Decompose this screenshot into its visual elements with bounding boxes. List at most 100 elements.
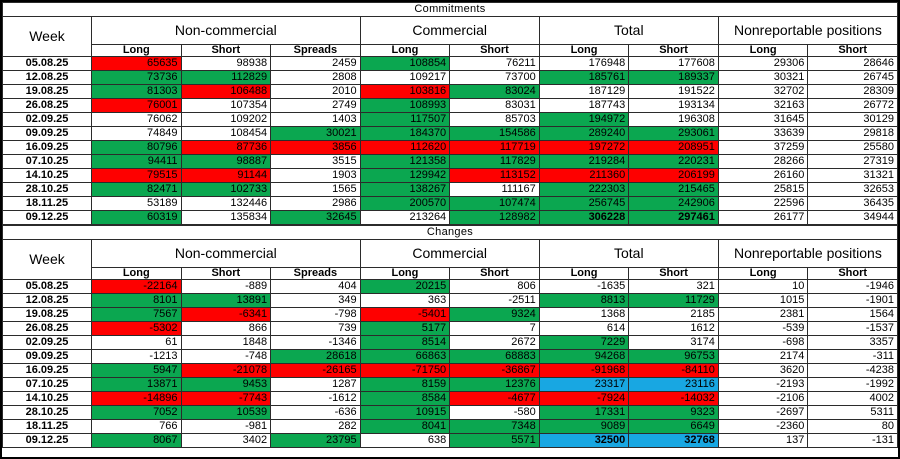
value-cell: 103816 xyxy=(359,84,451,99)
table-row: 02.09.25 61 1848 -1346 8514 2672 7229 3174 -698 3… xyxy=(2,335,898,350)
value-cell: 60319 xyxy=(91,210,182,225)
value-cell: 13871 xyxy=(91,377,182,392)
value-cell: -1635 xyxy=(538,279,630,294)
value-cell: 293061 xyxy=(628,126,719,141)
value-cell: 107354 xyxy=(180,98,272,113)
value-cell: 219284 xyxy=(538,154,630,169)
table-row: 14.10.25 79515 91144 1903 129942 113152 211360… xyxy=(2,168,898,183)
value-cell: 36435 xyxy=(807,196,898,211)
week-cell: 19.08.25 xyxy=(2,307,92,322)
value-cell: -7924 xyxy=(538,391,630,406)
value-cell: 185761 xyxy=(538,70,630,85)
value-cell: -36867 xyxy=(449,363,540,378)
table-row: 09.09.25 -1213 -748 28618 66863 68883 94268 967… xyxy=(2,349,898,364)
value-cell: 37259 xyxy=(717,140,809,155)
value-cell: 9089 xyxy=(538,419,630,434)
value-cell: 65635 xyxy=(91,56,182,71)
table-row: 09.12.25 60319 135834 32645 213264 128982 3062… xyxy=(2,210,898,225)
value-cell: 29306 xyxy=(717,56,809,71)
col-nr-short: Short xyxy=(807,267,898,280)
group-noncommercial: Non-commercial xyxy=(91,16,361,45)
value-cell: 113152 xyxy=(449,168,540,183)
value-cell: 85703 xyxy=(449,112,540,127)
table-row: 05.08.25 -22164 -889 404 20215 806 -1635 321 10-… xyxy=(2,279,898,294)
week-cell: 05.08.25 xyxy=(2,56,92,71)
week-cell: 09.12.25 xyxy=(2,210,92,225)
col-c-long: Long xyxy=(359,267,451,280)
group-commercial: Commercial xyxy=(359,239,540,268)
value-cell: 76062 xyxy=(91,112,182,127)
value-cell: 8514 xyxy=(359,335,451,350)
value-cell: 1848 xyxy=(180,335,272,350)
value-cell: -7743 xyxy=(180,391,272,406)
week-cell: 02.09.25 xyxy=(2,112,92,127)
value-cell: -14032 xyxy=(628,391,719,406)
value-cell: -1946 xyxy=(807,279,898,294)
value-cell: 11729 xyxy=(628,293,719,308)
table-row: 18.11.25 766 -981 282 8041 7348 9089 6649 -2360 8… xyxy=(2,419,898,434)
value-cell: 349 xyxy=(270,293,361,308)
value-cell: 2808 xyxy=(270,70,361,85)
value-cell: 189337 xyxy=(628,70,719,85)
value-cell: 129942 xyxy=(359,168,451,183)
value-cell: 1287 xyxy=(270,377,361,392)
value-cell: 2381 xyxy=(717,307,809,322)
value-cell: 9453 xyxy=(180,377,272,392)
value-cell: -981 xyxy=(180,419,272,434)
value-cell: 73736 xyxy=(91,70,182,85)
value-cell: 26772 xyxy=(807,98,898,113)
value-cell: 200570 xyxy=(359,196,451,211)
value-cell: 17331 xyxy=(538,405,630,420)
value-cell: 404 xyxy=(270,279,361,294)
value-cell: 208951 xyxy=(628,140,719,155)
col-nc-spreads: Spreads xyxy=(270,267,361,280)
week-cell: 09.09.25 xyxy=(2,349,92,364)
table-row: 18.11.25 53189 132446 2986 200570 107474 25674… xyxy=(2,196,898,211)
value-cell: 31645 xyxy=(717,112,809,127)
value-cell: 6649 xyxy=(628,419,719,434)
value-cell: -22164 xyxy=(91,279,182,294)
value-cell: 194972 xyxy=(538,112,630,127)
col-c-short: Short xyxy=(449,267,540,280)
value-cell: 23317 xyxy=(538,377,630,392)
value-cell: 32500 xyxy=(538,433,630,448)
value-cell: 23116 xyxy=(628,377,719,392)
value-cell: 3856 xyxy=(270,140,361,155)
col-nr-long: Long xyxy=(717,44,809,57)
value-cell: 66863 xyxy=(359,349,451,364)
col-c-long: Long xyxy=(359,44,451,57)
value-cell: 28646 xyxy=(807,56,898,71)
week-cell: 07.10.25 xyxy=(2,377,92,392)
value-cell: 7567 xyxy=(91,307,182,322)
col-t-long: Long xyxy=(538,267,630,280)
week-cell: 02.09.25 xyxy=(2,335,92,350)
value-cell: 8584 xyxy=(359,391,451,406)
value-cell: 94268 xyxy=(538,349,630,364)
value-cell: -84110 xyxy=(628,363,719,378)
week-cell: 16.09.25 xyxy=(2,363,92,378)
value-cell: 1612 xyxy=(628,321,719,336)
value-cell: 28266 xyxy=(717,154,809,169)
value-cell: 68883 xyxy=(449,349,540,364)
value-cell: 79515 xyxy=(91,168,182,183)
table-row: 28.10.25 82471 102733 1565 138267 111167 22230… xyxy=(2,182,898,197)
value-cell: 8159 xyxy=(359,377,451,392)
col-nc-long: Long xyxy=(91,44,182,57)
value-cell: 25580 xyxy=(807,140,898,155)
value-cell: 98938 xyxy=(180,56,272,71)
col-nc-short: Short xyxy=(180,44,272,57)
value-cell: 98887 xyxy=(180,154,272,169)
table-row: 14.10.25 -14896 -7743 -1612 8584 -4677 -7924 -1… xyxy=(2,391,898,406)
value-cell: 176948 xyxy=(538,56,630,71)
value-cell: 112620 xyxy=(359,140,451,155)
value-cell: -21078 xyxy=(180,363,272,378)
value-cell: 2672 xyxy=(449,335,540,350)
value-cell: 117719 xyxy=(449,140,540,155)
value-cell: 1403 xyxy=(270,112,361,127)
value-cell: 32653 xyxy=(807,182,898,197)
week-cell: 26.08.25 xyxy=(2,321,92,336)
value-cell: 109202 xyxy=(180,112,272,127)
value-cell: 1564 xyxy=(807,307,898,322)
value-cell: 22596 xyxy=(717,196,809,211)
